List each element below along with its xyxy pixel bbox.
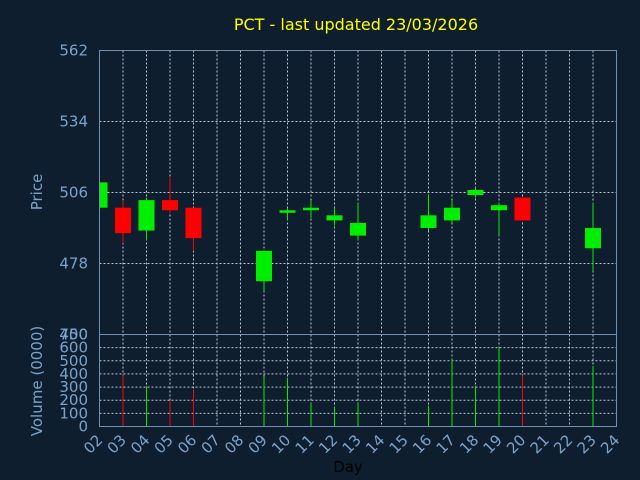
price-axis-label: Price [28, 174, 46, 211]
price-tick-label: 534 [59, 113, 88, 131]
candle-body [162, 200, 178, 211]
candle-body [585, 228, 601, 249]
candle-body [467, 189, 484, 196]
candle-body [99, 182, 108, 208]
candle-body [420, 215, 437, 228]
price-axis-ticks: 562 534 506 478 450 [59, 42, 88, 344]
x-tick-label: 19 [480, 431, 506, 457]
price-tick-label: 506 [59, 184, 88, 202]
candle-body [138, 200, 155, 231]
x-tick-label: 22 [550, 431, 576, 457]
volume-tick-label: 400 [59, 365, 88, 383]
x-tick-label: 06 [174, 431, 200, 457]
volume-tick-label: 700 [59, 326, 88, 344]
x-axis-ticks: 0203040506070809101112131415161718192021… [80, 431, 623, 457]
x-tick-label: 13 [339, 431, 365, 457]
candle-body [326, 215, 343, 221]
volume-tick-label: 0 [78, 418, 88, 436]
x-tick-label: 04 [127, 431, 153, 457]
candle-body [279, 210, 296, 213]
volume-tick-label: 600 [59, 339, 88, 357]
x-tick-label: 24 [597, 431, 623, 457]
x-tick-label: 18 [456, 431, 482, 457]
volume-panel-frame [99, 334, 617, 427]
price-grid [99, 50, 617, 335]
price-tick-label: 450 [59, 326, 88, 344]
x-tick-label: 23 [574, 431, 600, 457]
price-tick-label: 562 [59, 42, 88, 60]
chart-title: PCT - last updated 23/03/2026 [234, 15, 478, 34]
x-tick-label: 05 [151, 431, 177, 457]
x-axis-label: Day [333, 458, 363, 476]
volume-tick-label: 200 [59, 391, 88, 409]
x-tick-label: 17 [433, 431, 459, 457]
x-tick-label: 03 [104, 431, 130, 457]
candle-body [350, 222, 366, 236]
x-tick-label: 12 [315, 431, 341, 457]
volume-axis-label: Volume (0000) [28, 326, 46, 436]
x-tick-label: 07 [198, 431, 224, 457]
x-tick-label: 14 [362, 431, 388, 457]
price-tick-label: 478 [59, 255, 88, 273]
x-tick-label: 16 [409, 431, 435, 457]
volume-bars [122, 346, 594, 427]
x-tick-label: 21 [527, 431, 553, 457]
x-tick-label: 08 [221, 431, 247, 457]
candle-body [514, 197, 531, 221]
x-tick-label: 20 [503, 431, 529, 457]
candle-body [256, 250, 272, 282]
candles [99, 177, 601, 292]
x-tick-label: 15 [386, 431, 412, 457]
candle-body [491, 205, 507, 211]
volume-tick-label: 500 [59, 352, 88, 370]
candle-body [185, 207, 202, 239]
volume-tick-label: 300 [59, 378, 88, 396]
x-tick-label: 11 [292, 431, 318, 457]
candle-body [444, 207, 460, 221]
volume-tick-label: 100 [59, 404, 88, 422]
candle-body [303, 207, 319, 211]
x-tick-label: 09 [245, 431, 271, 457]
x-tick-label: 10 [268, 431, 294, 457]
candle-body [115, 207, 131, 234]
